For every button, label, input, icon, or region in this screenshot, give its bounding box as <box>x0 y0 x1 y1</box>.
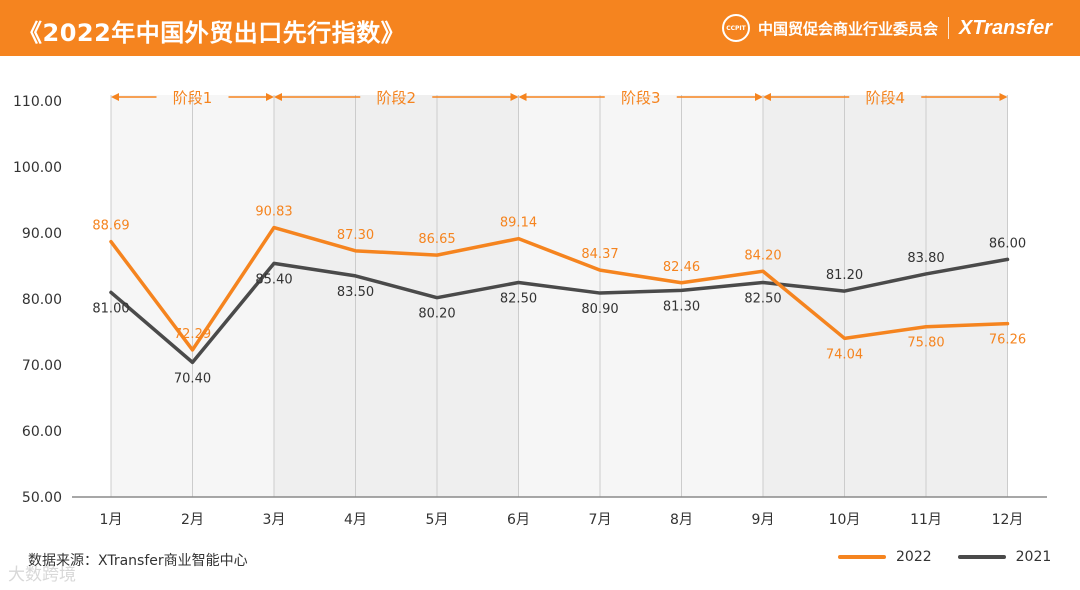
y-tick-label: 80.00 <box>22 292 62 308</box>
phase-arrowhead-right <box>510 93 519 101</box>
phase-band-4 <box>763 95 1008 497</box>
x-tick-label: 5月 <box>426 512 449 528</box>
y-tick-label: 70.00 <box>22 358 62 374</box>
page-title: 《2022年中国外贸出口先行指数》 <box>18 19 406 47</box>
data-label-2021: 80.90 <box>581 302 618 317</box>
phase-arrowhead-right <box>755 93 763 101</box>
header-bar: 《2022年中国外贸出口先行指数》 CCPIT 中国贸促会商业行业委员会 XTr… <box>0 0 1080 56</box>
data-label-2022: 89.14 <box>500 216 537 231</box>
phase-arrowhead-left <box>518 93 527 101</box>
legend-item-2022: 2022 <box>838 549 932 565</box>
org-name: 中国贸促会商业行业委员会 <box>757 19 938 38</box>
data-label-2022: 88.69 <box>92 219 129 234</box>
x-tick-label: 8月 <box>670 512 693 528</box>
legend: 2022 2021 <box>838 549 1051 565</box>
phase-label-4: 阶段4 <box>865 89 905 107</box>
x-tick-label: 1月 <box>100 512 123 528</box>
phase-band-3 <box>518 95 763 497</box>
watermark: 大数跨境 <box>8 565 76 585</box>
data-label-2021: 80.20 <box>418 307 455 322</box>
legend-item-2021: 2021 <box>957 549 1052 565</box>
data-label-2022: 90.83 <box>255 205 292 220</box>
phase-arrowhead-left <box>111 93 119 101</box>
phase-label-1: 阶段1 <box>173 89 213 107</box>
ccpit-logo-icon: CCPIT <box>721 14 750 42</box>
data-label-2021: 83.50 <box>337 285 374 300</box>
x-tick-label: 2月 <box>181 512 204 528</box>
series-line-2021 <box>109 257 1010 365</box>
phase-arrowhead-right <box>266 93 274 101</box>
org-block: CCPIT 中国贸促会商业行业委员会 XTransfer <box>721 14 1052 42</box>
data-label-2021: 70.40 <box>174 371 211 386</box>
data-label-2021: 82.50 <box>500 292 537 307</box>
data-source: 数据来源：XTransfer商业智能中心 <box>28 553 248 569</box>
legend-swatch-2021 <box>957 555 1006 559</box>
x-tick-label: 11月 <box>910 512 942 528</box>
x-tick-label: 4月 <box>344 512 367 528</box>
y-tick-label: 60.00 <box>22 424 62 440</box>
data-label-2021: 81.20 <box>826 268 863 283</box>
y-tick-label: 110.00 <box>13 94 62 110</box>
data-label-2022: 86.65 <box>418 232 455 247</box>
brand-logo: XTransfer <box>958 16 1052 39</box>
phase-arrowhead-left <box>274 93 282 101</box>
data-label-2022: 75.80 <box>907 336 944 351</box>
y-tick-label: 100.00 <box>13 160 62 176</box>
legend-label-2022: 2022 <box>896 549 932 565</box>
data-label-2022: 84.37 <box>581 247 618 262</box>
x-tick-label: 3月 <box>263 512 286 528</box>
data-label-2022: 84.20 <box>744 248 781 263</box>
line-chart: 50.00 60.00 70.00 80.00 90.00 100.00 110.00 1月 2… <box>13 89 1047 528</box>
y-tick-label: 50.00 <box>22 490 62 506</box>
x-tick-label: 7月 <box>589 512 612 528</box>
phase-label-3: 阶段3 <box>621 89 661 107</box>
series-line-2022 <box>109 225 1010 352</box>
data-label-2022: 74.04 <box>826 347 863 362</box>
data-label-2021: 83.80 <box>907 251 944 266</box>
data-label-2021: 85.40 <box>255 272 292 287</box>
data-label-2022: 87.30 <box>337 228 374 243</box>
data-label-2021: 81.30 <box>663 299 700 314</box>
data-label-2021: 86.00 <box>989 236 1026 251</box>
phase-arrowhead-left <box>763 93 771 101</box>
x-tick-label: 10月 <box>829 512 861 528</box>
data-label-2022: 76.26 <box>989 333 1026 348</box>
phase-arrowhead-right <box>999 93 1008 101</box>
x-tick-label: 6月 <box>507 512 530 528</box>
y-tick-label: 90.00 <box>22 226 62 242</box>
x-tick-label: 12月 <box>992 512 1024 528</box>
data-label-2021: 82.50 <box>744 292 781 307</box>
data-label-2022: 82.46 <box>663 260 700 275</box>
legend-swatch-2022 <box>838 555 886 559</box>
org-divider <box>947 17 949 39</box>
data-label-2022: 72.29 <box>174 327 211 342</box>
x-tick-label: 9月 <box>752 512 775 528</box>
phase-band-2 <box>274 95 519 497</box>
phase-label-2: 阶段2 <box>376 89 416 107</box>
legend-label-2021: 2021 <box>1015 549 1052 565</box>
data-label-2021: 81.00 <box>92 301 129 316</box>
